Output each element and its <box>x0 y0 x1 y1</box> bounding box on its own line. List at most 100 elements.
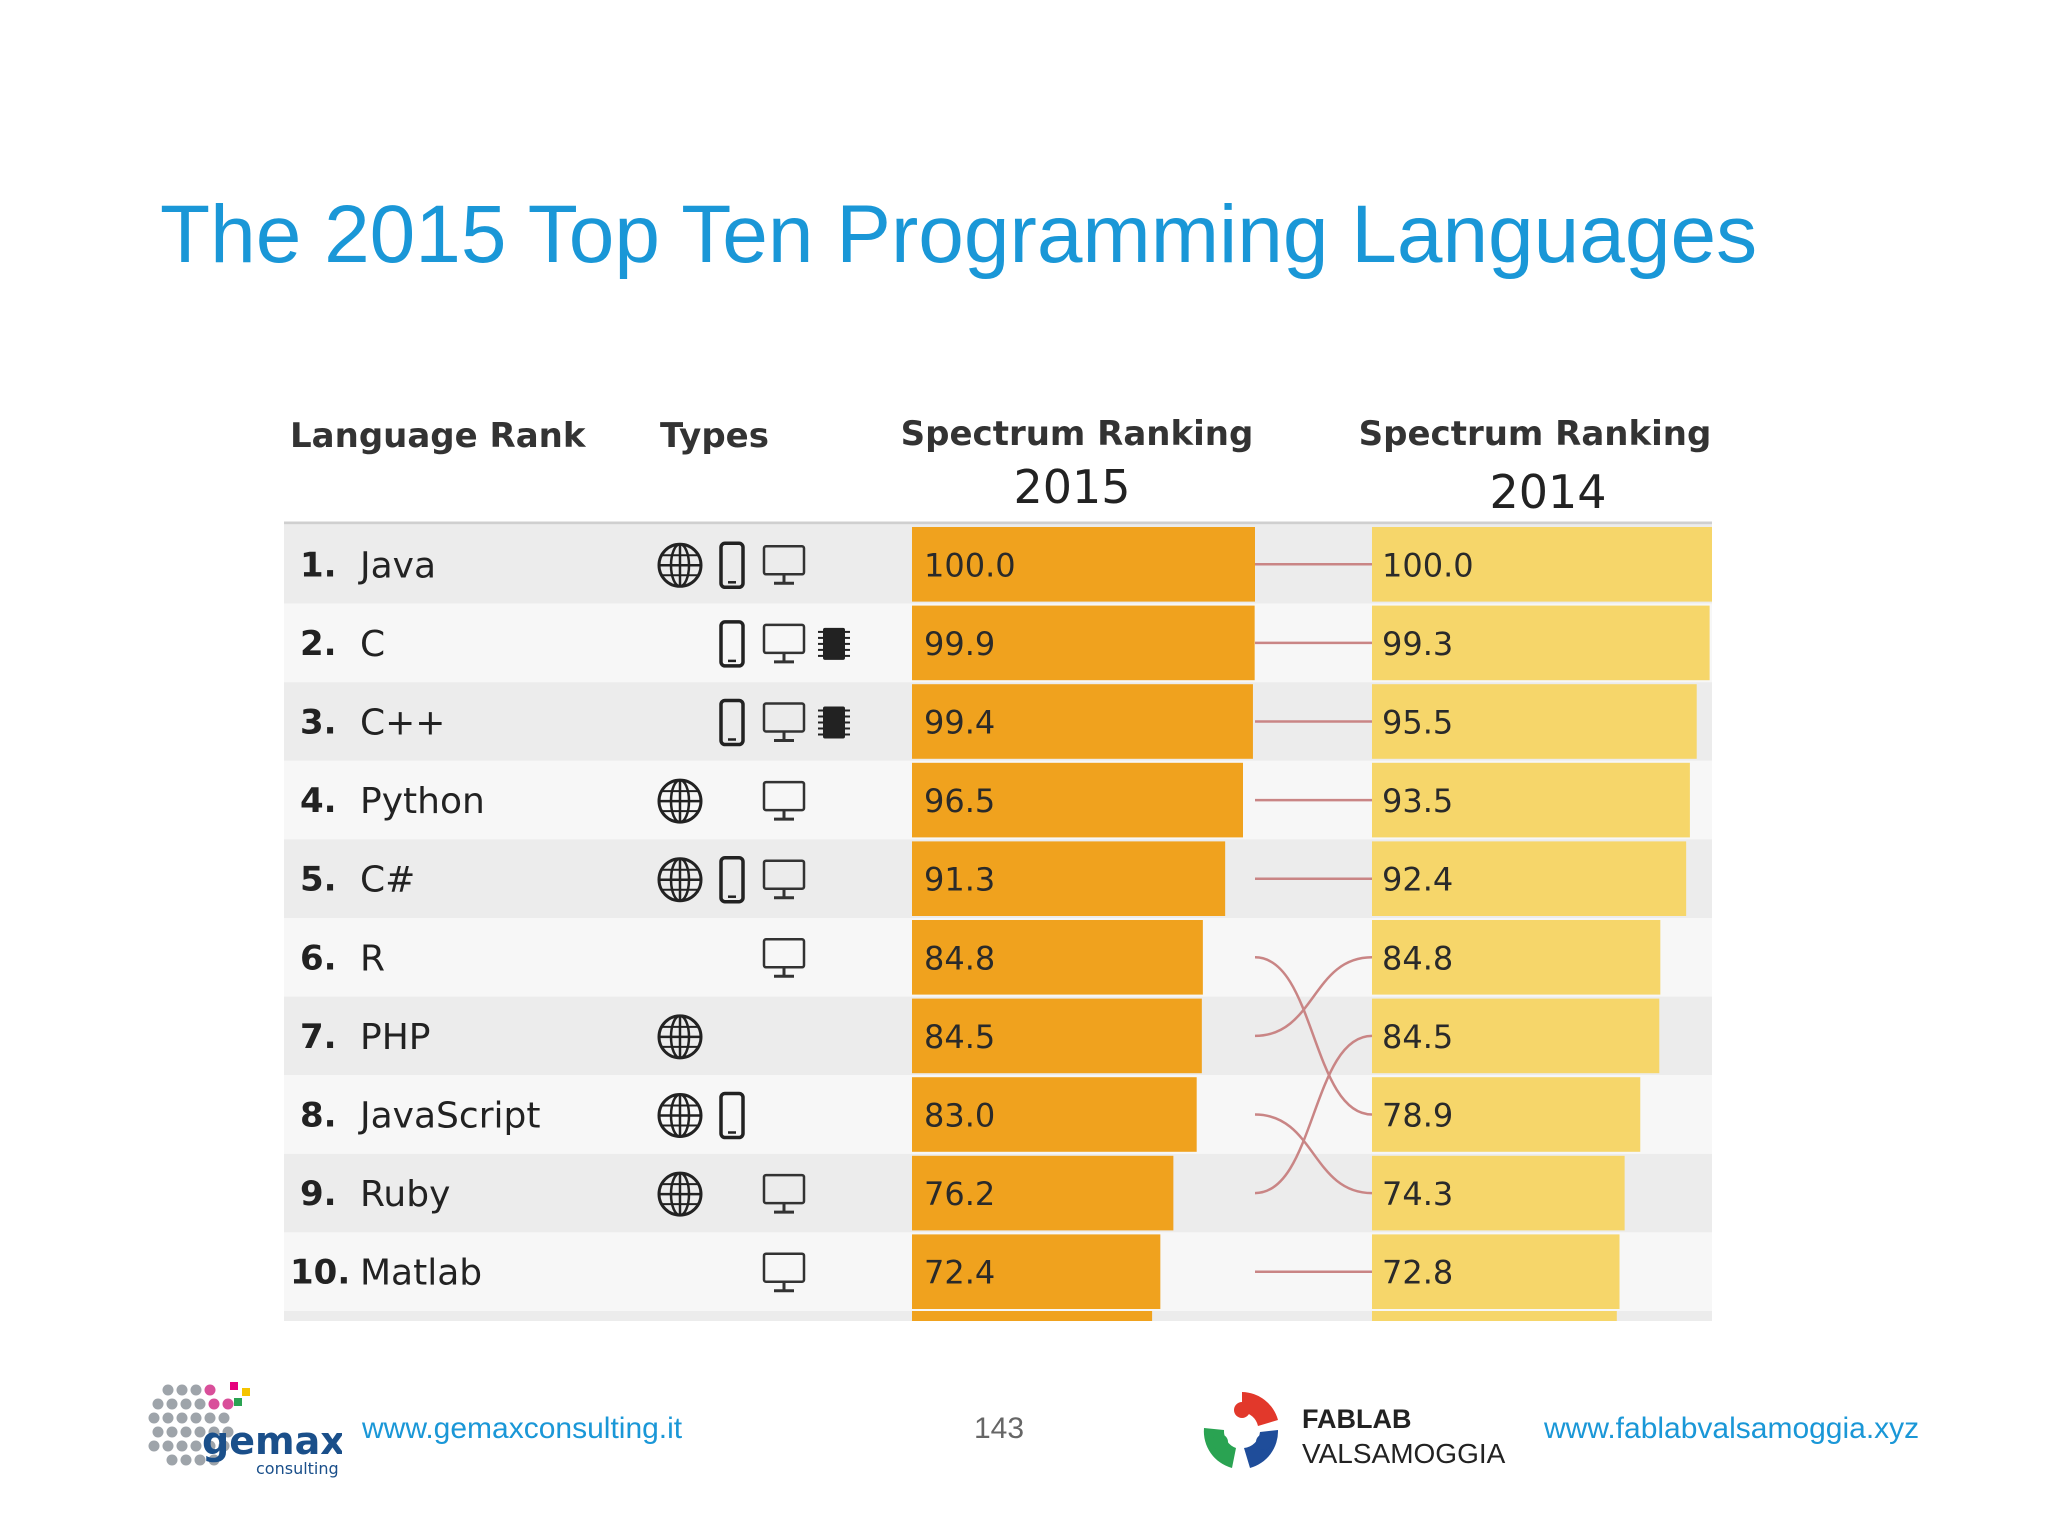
fablab-logo-icon <box>1203 1392 1279 1468</box>
value-2015: 99.4 <box>924 704 995 742</box>
bar-2015 <box>912 1155 1174 1231</box>
table-row: 5. C# 91.3 92.4 <box>284 839 1712 918</box>
web-icon <box>657 1171 703 1217</box>
rank-number: 2. <box>300 624 337 664</box>
value-2014: 72.8 <box>1382 1254 1453 1292</box>
bar-2015 <box>912 841 1226 916</box>
mobile-icon <box>719 541 745 590</box>
web-icon <box>657 778 703 824</box>
value-2014: 100.0 <box>1382 546 1474 584</box>
header-year-2014: 2014 <box>1489 465 1606 519</box>
embedded-icon <box>818 706 850 739</box>
rank-number: 7. <box>300 1017 337 1057</box>
value-2015: 83.0 <box>924 1097 995 1135</box>
rank-number: 3. <box>300 703 337 743</box>
desktop-icon <box>762 780 806 821</box>
language-name: R <box>360 938 385 979</box>
gemax-logo: gemax consulting <box>148 1382 342 1478</box>
bar-2014 <box>1372 920 1661 995</box>
web-icon <box>657 542 703 588</box>
rank-number: 9. <box>300 1174 337 1214</box>
bar-2014 <box>1372 605 1710 681</box>
desktop-icon <box>762 1252 806 1293</box>
rank-connector <box>1254 1034 1373 1195</box>
rank-connector <box>1254 1113 1373 1195</box>
bar-2014 <box>1372 1155 1625 1231</box>
header-types: Types <box>660 416 769 456</box>
desktop-icon <box>762 623 806 664</box>
value-2015: 96.5 <box>924 782 995 820</box>
fablab-logo-line1: FABLAB <box>1302 1404 1412 1434</box>
desktop-icon <box>762 1173 806 1214</box>
value-2014: 99.3 <box>1382 625 1453 663</box>
value-2014: 93.5 <box>1382 782 1453 820</box>
table-row: 4. Python 96.5 93.5 <box>284 760 1712 840</box>
desktop-icon <box>762 859 806 900</box>
chart-headers: Language Rank Types Spectrum Ranking 201… <box>290 414 1711 519</box>
value-2015: 84.8 <box>924 939 995 977</box>
slide-title: The 2015 Top Ten Programming Languages <box>160 189 1758 280</box>
gemax-globe-icon <box>148 1382 250 1466</box>
table-row: 7. PHP 84.5 84.5 <box>284 996 1712 1076</box>
bar-2014 <box>1372 998 1660 1074</box>
web-icon <box>657 857 703 903</box>
header-spectrum-2015: Spectrum Ranking <box>901 414 1254 454</box>
bar-2015 <box>912 605 1255 681</box>
bar-2014 <box>1372 841 1687 916</box>
table-row: 8. JavaScript 83.0 78.9 <box>284 1075 1712 1154</box>
rank-number: 4. <box>300 781 337 821</box>
language-name: Ruby <box>360 1174 450 1215</box>
footer-left-link[interactable]: www.gemaxconsulting.it <box>362 1412 683 1445</box>
value-2015: 99.9 <box>924 625 995 663</box>
language-name: C++ <box>360 703 445 744</box>
page-number: 143 <box>974 1412 1025 1445</box>
desktop-icon <box>762 702 806 742</box>
bar-2014 <box>1372 527 1712 602</box>
value-2015: 91.3 <box>924 861 995 899</box>
bar-2015 <box>912 684 1253 759</box>
gemax-logo-sub: consulting <box>256 1459 339 1478</box>
language-name: Python <box>360 781 485 822</box>
rank-number: 1. <box>300 545 337 585</box>
gemax-logo-name: gemax <box>202 1419 342 1463</box>
table-row: 10. Matlab 72.4 72.8 <box>284 1232 1712 1311</box>
rank-number: 8. <box>300 1096 337 1136</box>
bar-2015 <box>912 1234 1161 1309</box>
table-row: 1. Java 100.0 100.0 <box>284 525 1712 604</box>
rank-number: 10. <box>290 1253 350 1293</box>
chart-rows: 1. Java 100.0 100.0 2. C 99.9 99.3 3. C++ 99.4 95.5… <box>284 525 1712 1321</box>
value-2015: 84.5 <box>924 1018 995 1056</box>
web-icon <box>657 1014 703 1060</box>
mobile-icon <box>719 1091 745 1140</box>
table-row: 2. C 99.9 99.3 <box>284 603 1712 683</box>
rank-connectors <box>1254 563 1373 1273</box>
value-2014: 84.5 <box>1382 1018 1453 1056</box>
language-name: Java <box>358 545 436 586</box>
rank-connector <box>1254 956 1373 1116</box>
bar-2015 <box>912 1077 1197 1152</box>
language-name: C# <box>360 860 415 901</box>
value-2014: 92.4 <box>1382 861 1453 899</box>
value-2014: 78.9 <box>1382 1097 1453 1135</box>
bar-2015-partial <box>912 1311 1153 1321</box>
mobile-icon <box>719 620 745 668</box>
header-language-rank: Language Rank <box>290 416 587 456</box>
value-2015: 76.2 <box>924 1175 995 1213</box>
embedded-icon <box>818 627 850 660</box>
bar-2014 <box>1372 1234 1620 1309</box>
bar-2015 <box>912 998 1202 1074</box>
value-2014: 84.8 <box>1382 939 1453 977</box>
table-row: 3. C++ 99.4 95.5 <box>284 682 1712 761</box>
fablab-logo-line2: VALSAMOGGIA <box>1302 1438 1506 1469</box>
rank-connector <box>1254 956 1373 1038</box>
bar-2014 <box>1372 684 1697 759</box>
header-year-2015: 2015 <box>1013 460 1130 514</box>
desktop-icon <box>762 938 806 978</box>
rank-number: 6. <box>300 938 337 978</box>
header-spectrum-2014: Spectrum Ranking <box>1359 414 1712 454</box>
language-name: C <box>360 624 385 665</box>
web-icon <box>657 1093 703 1138</box>
footer-right-link[interactable]: www.fablabvalsamoggia.xyz <box>1544 1412 1920 1445</box>
table-row: 9. Ruby 76.2 74.3 <box>284 1153 1712 1233</box>
